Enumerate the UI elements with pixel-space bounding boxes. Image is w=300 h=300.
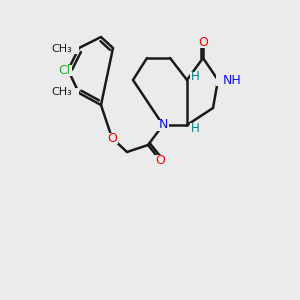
Text: H: H (190, 122, 200, 134)
Bar (216, 74, 234, 86)
Text: O: O (198, 35, 208, 49)
Bar (63, 88, 79, 98)
Bar (190, 123, 200, 133)
Bar (52, 64, 72, 76)
Bar (157, 119, 169, 130)
Text: N: N (158, 118, 168, 131)
Text: O: O (107, 131, 117, 145)
Bar (63, 43, 79, 53)
Text: CH₃: CH₃ (51, 87, 72, 97)
Text: O: O (155, 154, 165, 166)
Text: NH: NH (223, 74, 242, 86)
Text: CH₃: CH₃ (51, 44, 72, 54)
Text: H: H (190, 70, 200, 83)
Bar (154, 154, 166, 166)
Bar (197, 37, 209, 47)
Bar (106, 133, 118, 143)
Text: Cl: Cl (58, 64, 70, 76)
Bar (190, 72, 200, 82)
